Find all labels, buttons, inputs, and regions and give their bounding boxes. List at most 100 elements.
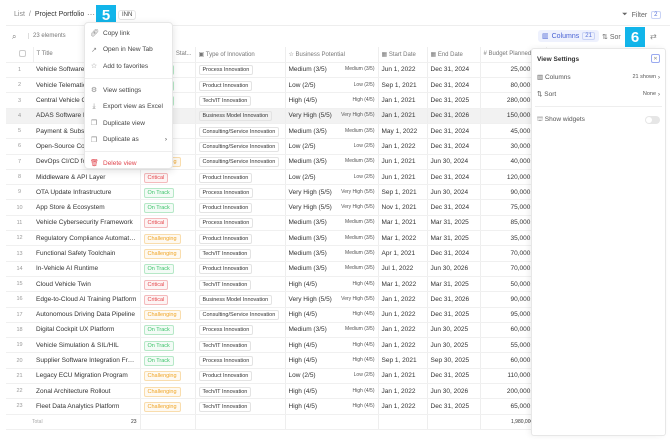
end-date-cell[interactable]: Jun 30, 2024 xyxy=(427,184,481,201)
title-cell[interactable]: Regulatory Compliance Automation xyxy=(33,230,141,247)
title-cell[interactable]: Middleware & API Layer xyxy=(33,169,141,186)
potential-cell[interactable]: Low (2/5) Low (2/5) xyxy=(285,138,379,155)
end-date-cell[interactable]: Jun 30, 2025 xyxy=(427,337,481,354)
status-cell[interactable]: Challenging xyxy=(140,368,196,385)
table-row[interactable]: 15 Cloud Vehicle Twin Critical Tech/IT I… xyxy=(6,276,546,293)
table-row[interactable]: 21 Legacy ECU Migration Program Challeng… xyxy=(6,368,546,385)
title-cell[interactable]: Fleet Data Analytics Platform xyxy=(33,398,141,415)
end-date-cell[interactable]: Jun 30, 2024 xyxy=(427,154,481,170)
status-cell[interactable]: Challenging xyxy=(140,383,196,400)
potential-cell[interactable]: Medium (3/5) Medium (3/5) xyxy=(285,215,379,232)
potential-cell[interactable]: Medium (3/5) Medium (3/5) xyxy=(285,62,379,79)
budget-cell[interactable]: 60,000,000 xyxy=(480,322,546,339)
table-row[interactable]: 1 Vehicle Software Platform On Track Pro… xyxy=(6,62,546,79)
end-date-cell[interactable]: Dec 31, 2024 xyxy=(427,123,481,140)
start-date-cell[interactable]: Jun 1, 2022 xyxy=(378,307,428,323)
title-cell[interactable]: OTA Update Infrastructure xyxy=(33,184,141,201)
status-cell[interactable]: Critical xyxy=(140,169,196,186)
table-row[interactable]: 9 OTA Update Infrastructure On Track Pro… xyxy=(6,184,546,201)
type-cell[interactable]: Process Innovation xyxy=(195,322,286,339)
start-date-cell[interactable]: Jan 1, 2022 xyxy=(378,337,428,354)
end-date-cell[interactable]: Dec 31, 2024 xyxy=(427,62,481,79)
menu-item-add-to-favorites[interactable]: ☆ Add to favorites xyxy=(90,62,149,71)
end-date-cell[interactable]: Dec 31, 2025 xyxy=(427,368,481,385)
type-cell[interactable]: Product Innovation xyxy=(195,261,286,277)
budget-cell[interactable]: 45,000,000 xyxy=(480,123,546,140)
status-cell[interactable]: Critical xyxy=(140,276,196,293)
budget-cell[interactable]: 200,000,000 xyxy=(480,383,546,400)
potential-cell[interactable]: High (4/5) High (4/5) xyxy=(285,383,379,400)
potential-cell[interactable]: Medium (3/5) Medium (3/5) xyxy=(285,322,379,339)
potential-cell[interactable]: High (4/5) High (4/5) xyxy=(285,352,379,369)
potential-cell[interactable]: Low (2/5) Low (2/5) xyxy=(285,169,379,186)
close-icon[interactable]: ✕ xyxy=(651,54,660,63)
type-cell[interactable]: Product Innovation xyxy=(195,230,286,247)
column-header-start[interactable]: ▦ Start Date xyxy=(378,47,428,63)
potential-cell[interactable]: Medium (3/5) Medium (3/5) xyxy=(285,230,379,247)
start-date-cell[interactable]: Sep 1, 2021 xyxy=(378,77,428,94)
table-row[interactable]: 17 Autonomous Driving Data Pipeline Chal… xyxy=(6,307,546,323)
status-cell[interactable]: On Track xyxy=(140,322,196,339)
start-date-cell[interactable]: Jan 1, 2021 xyxy=(378,92,428,109)
start-date-cell[interactable]: Nov 1, 2021 xyxy=(378,199,428,216)
budget-cell[interactable]: 95,000,000 xyxy=(480,307,546,323)
budget-cell[interactable]: 150,000,000 xyxy=(480,108,546,124)
potential-cell[interactable]: Very High (5/5) Very High (5/5) xyxy=(285,291,379,308)
select-all-checkbox[interactable] xyxy=(6,47,34,63)
table-row[interactable]: 5 Payment & Subscription Consulting/Serv… xyxy=(6,123,546,140)
budget-cell[interactable]: 30,000,000 xyxy=(480,138,546,155)
end-date-cell[interactable]: Dec 31, 2026 xyxy=(427,108,481,124)
type-cell[interactable]: Tech/IT Innovation xyxy=(195,337,286,354)
show-widgets-toggle[interactable] xyxy=(645,115,660,124)
title-cell[interactable]: In-Vehicle AI Runtime xyxy=(33,261,141,277)
table-row[interactable]: 18 Digital Cockpit UX Platform On Track … xyxy=(6,322,546,339)
start-date-cell[interactable]: Mar 1, 2021 xyxy=(378,215,428,232)
title-cell[interactable]: Vehicle Cybersecurity Framework xyxy=(33,215,141,232)
column-header-type[interactable]: ▣ Type of Innovation xyxy=(195,47,286,63)
title-cell[interactable]: App Store & Ecosystem xyxy=(33,199,141,216)
type-cell[interactable]: Consulting/Service Innovation xyxy=(195,154,286,170)
title-cell[interactable]: Edge-to-Cloud AI Training Platform xyxy=(33,291,141,308)
menu-item-delete-view[interactable]: 🗑︎ Delete view xyxy=(90,159,137,168)
type-cell[interactable]: Tech/IT Innovation xyxy=(195,398,286,415)
status-cell[interactable]: Challenging xyxy=(140,398,196,415)
end-date-cell[interactable]: Mar 31, 2025 xyxy=(427,230,481,247)
title-cell[interactable]: Functional Safety Toolchain xyxy=(33,245,141,262)
menu-item-view-settings[interactable]: ⚙ View settings xyxy=(90,86,142,95)
menu-item-copy-link[interactable]: 🔗︎ Copy link xyxy=(90,29,130,38)
end-date-cell[interactable]: Dec 31, 2025 xyxy=(427,92,481,109)
potential-cell[interactable]: Very High (5/5) Very High (5/5) xyxy=(285,199,379,216)
end-date-cell[interactable]: Dec 31, 2024 xyxy=(427,245,481,262)
title-cell[interactable]: Legacy ECU Migration Program xyxy=(33,368,141,385)
table-row[interactable]: 10 App Store & Ecosystem On Track Produc… xyxy=(6,199,546,216)
filter-button[interactable]: ⏷ Filter 2 xyxy=(622,11,661,19)
title-cell[interactable]: Cloud Vehicle Twin xyxy=(33,276,141,293)
type-cell[interactable]: Consulting/Service Innovation xyxy=(195,138,286,155)
type-cell[interactable]: Product Innovation xyxy=(195,169,286,186)
budget-cell[interactable]: 85,000,000 xyxy=(480,215,546,232)
table-row[interactable]: 22 Zonal Architecture Rollout Challengin… xyxy=(6,383,546,400)
panel-columns-row[interactable]: ▥ Columns 21 shown › xyxy=(537,73,660,82)
panel-sort-row[interactable]: ⇅ Sort None › xyxy=(537,90,660,99)
start-date-cell[interactable]: Mar 1, 2022 xyxy=(378,276,428,293)
column-header-end[interactable]: ▦ End Date xyxy=(427,47,481,63)
type-cell[interactable]: Tech/IT Innovation xyxy=(195,383,286,400)
potential-cell[interactable]: Medium (3/5) Medium (3/5) xyxy=(285,245,379,262)
table-row[interactable]: 16 Edge-to-Cloud AI Training Platform Cr… xyxy=(6,291,546,308)
title-cell[interactable]: Zonal Architecture Rollout xyxy=(33,383,141,400)
type-cell[interactable]: Product Innovation xyxy=(195,199,286,216)
end-date-cell[interactable]: Dec 31, 2025 xyxy=(427,307,481,323)
potential-cell[interactable]: Low (2/5) Low (2/5) xyxy=(285,77,379,94)
title-cell[interactable]: Vehicle Simulation & SIL/HIL xyxy=(33,337,141,354)
start-date-cell[interactable]: Jun 1, 2021 xyxy=(378,169,428,186)
type-cell[interactable]: Process Innovation xyxy=(195,62,286,79)
end-date-cell[interactable]: Dec 31, 2024 xyxy=(427,199,481,216)
budget-cell[interactable]: 70,000,000 xyxy=(480,245,546,262)
budget-cell[interactable]: 80,000,000 xyxy=(480,77,546,94)
budget-cell[interactable]: 35,000,000 xyxy=(480,230,546,247)
start-date-cell[interactable]: Jan 1, 2022 xyxy=(378,138,428,155)
potential-cell[interactable]: High (4/5) High (4/5) xyxy=(285,337,379,354)
table-row[interactable]: 11 Vehicle Cybersecurity Framework Criti… xyxy=(6,215,546,232)
end-date-cell[interactable]: Sep 30, 2025 xyxy=(427,352,481,369)
start-date-cell[interactable]: Jul 1, 2022 xyxy=(378,261,428,277)
